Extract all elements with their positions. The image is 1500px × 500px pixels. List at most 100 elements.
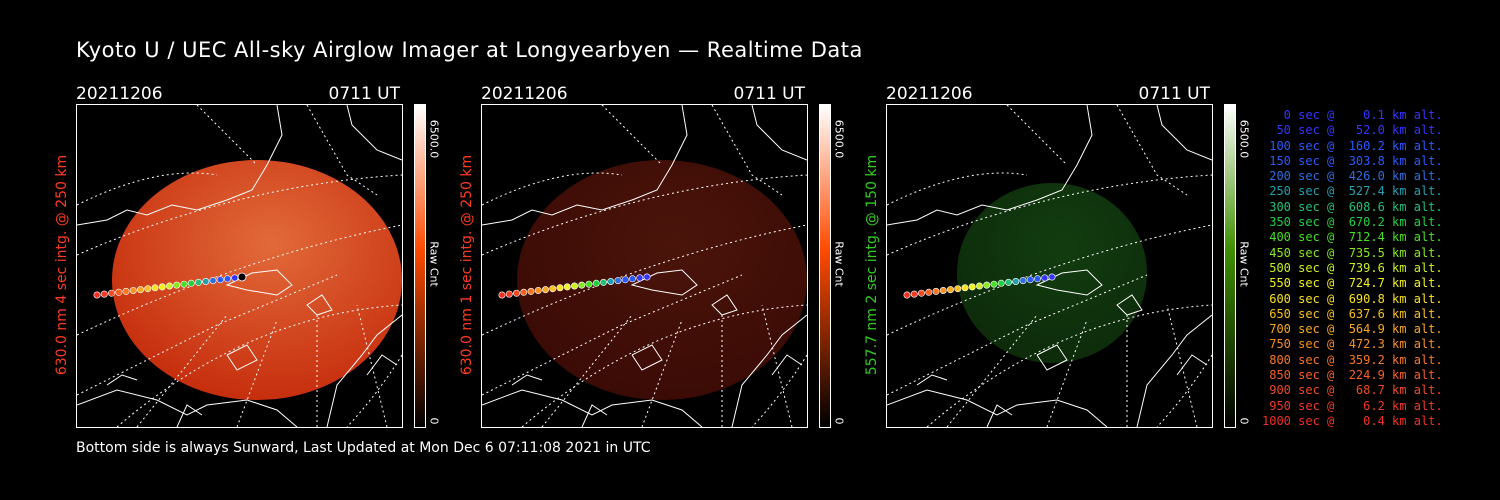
coastline <box>226 344 258 371</box>
colorbar <box>414 104 426 428</box>
legend-entry: 400 sec @ 712.4 km alt. <box>1262 230 1443 245</box>
legend-entry: 750 sec @ 472.3 km alt. <box>1262 337 1443 352</box>
trajectory-point <box>607 278 615 286</box>
altitude-legend: 0 sec @ 0.1 km alt. 50 sec @ 52.0 km alt… <box>1262 108 1443 429</box>
trajectory-point <box>571 282 579 290</box>
legend-entry: 550 sec @ 724.7 km alt. <box>1262 276 1443 291</box>
coastline <box>106 374 138 386</box>
graticule-line <box>306 105 378 196</box>
current-position-marker <box>237 272 247 282</box>
colorbar-max: 6500.0 <box>831 104 847 174</box>
label-text: 630.0 nm 4 sec intg. @ 250 km <box>54 154 70 376</box>
trajectory-point <box>585 280 593 288</box>
coastline <box>482 105 688 226</box>
imager-panel-1: 20211206 0711 UT 630.0 nm 4 sec intg. @ … <box>54 84 471 429</box>
panel-date: 20211206 <box>481 84 568 104</box>
legend-entry: 300 sec @ 608.6 km alt. <box>1262 199 1443 214</box>
legend-entry: 350 sec @ 670.2 km alt. <box>1262 215 1443 230</box>
coastline <box>771 354 803 376</box>
label-text: 557.7 nm 2 sec intg. @ 150 km <box>864 154 880 376</box>
trajectory-point <box>1012 278 1020 286</box>
trajectory-point <box>209 277 217 285</box>
cbar-label-text: Raw Cnt <box>1237 241 1251 287</box>
trajectory-point <box>107 289 115 297</box>
airglow-disk <box>112 160 402 400</box>
graticule-line <box>1166 304 1198 427</box>
coastline <box>482 389 703 427</box>
trajectory-point <box>1026 276 1034 284</box>
label-text: 630.0 nm 1 sec intg. @ 250 km <box>459 154 475 376</box>
trajectory-point <box>527 287 535 295</box>
colorbar-min: 0 <box>1236 414 1252 428</box>
trajectory-point <box>600 278 608 286</box>
graticule-line <box>601 105 663 166</box>
legend-entry: 1000 sec @ 0.4 km alt. <box>1262 413 1443 428</box>
trajectory-point <box>910 290 918 298</box>
trajectory-point <box>166 282 174 290</box>
trajectory-point <box>997 279 1005 287</box>
graticule-line <box>77 224 402 336</box>
trajectory-point <box>976 282 984 290</box>
graticule-line <box>136 314 228 427</box>
graticule-line <box>346 354 402 427</box>
trajectory-point <box>136 286 144 294</box>
panel-date: 20211206 <box>886 84 973 104</box>
graticule-line <box>711 105 783 196</box>
trajectory-point <box>939 287 947 295</box>
airglow-disk <box>957 183 1147 363</box>
panel-time: 0711 UT <box>328 84 401 104</box>
trajectory-point <box>129 287 137 295</box>
cbar-label-text: Raw Cnt <box>832 241 846 287</box>
trajectory-point <box>520 288 528 296</box>
graticule-line <box>887 224 1212 336</box>
coastline <box>306 294 333 316</box>
legend-entry: 50 sec @ 52.0 km alt. <box>1262 123 1443 138</box>
legend-entry: 700 sec @ 564.9 km alt. <box>1262 322 1443 337</box>
legend-entry: 150 sec @ 303.8 km alt. <box>1262 153 1443 168</box>
sky-image <box>481 104 808 428</box>
trajectory-point <box>231 274 239 282</box>
trajectory-point <box>636 274 644 282</box>
trajectory-point <box>968 283 976 291</box>
coastline <box>630 269 698 296</box>
coastline <box>1136 314 1212 427</box>
graticule-line <box>761 304 793 427</box>
legend-entry: 250 sec @ 527.4 km alt. <box>1262 184 1443 199</box>
cbar-max-text: 6500.0 <box>1237 119 1251 159</box>
coastline <box>631 344 663 371</box>
graticule-line <box>77 172 218 206</box>
coastline <box>887 105 1093 226</box>
coastline <box>225 269 293 296</box>
trajectory-point <box>187 279 195 287</box>
colorbar-max: 6500.0 <box>1236 104 1252 174</box>
panel-date: 20211206 <box>76 84 163 104</box>
coastline <box>176 404 203 427</box>
trajectory-point <box>498 291 506 299</box>
colorbar-label: Raw Cnt <box>831 234 847 294</box>
coastline <box>346 105 402 161</box>
trajectory-point <box>144 285 152 293</box>
trajectory-point <box>512 289 520 297</box>
trajectory-point <box>961 284 969 292</box>
graticule-line <box>196 105 258 166</box>
legend-entry: 600 sec @ 690.8 km alt. <box>1262 291 1443 306</box>
panel-time: 0711 UT <box>1138 84 1211 104</box>
cbar-max-text: 6500.0 <box>832 119 846 159</box>
panel-wavelength-label: 630.0 nm 1 sec intg. @ 250 km <box>457 104 477 426</box>
graticule-line <box>946 314 1038 427</box>
cbar-max-text: 6500.0 <box>427 119 441 159</box>
trajectory-point <box>1019 277 1027 285</box>
graticule-line <box>1046 319 1088 427</box>
trajectory-point <box>100 290 108 298</box>
trajectory-point <box>173 281 181 289</box>
trajectory-point <box>549 285 557 293</box>
coastline <box>77 105 283 226</box>
graticule-line <box>1006 105 1068 166</box>
legend-entry: 950 sec @ 6.2 km alt. <box>1262 398 1443 413</box>
coastline <box>751 105 807 161</box>
graticule-line <box>116 304 402 427</box>
colorbar-label: Raw Cnt <box>426 234 442 294</box>
colorbar-max: 6500.0 <box>426 104 442 174</box>
graticule-line <box>751 354 807 427</box>
coastline <box>77 389 298 427</box>
